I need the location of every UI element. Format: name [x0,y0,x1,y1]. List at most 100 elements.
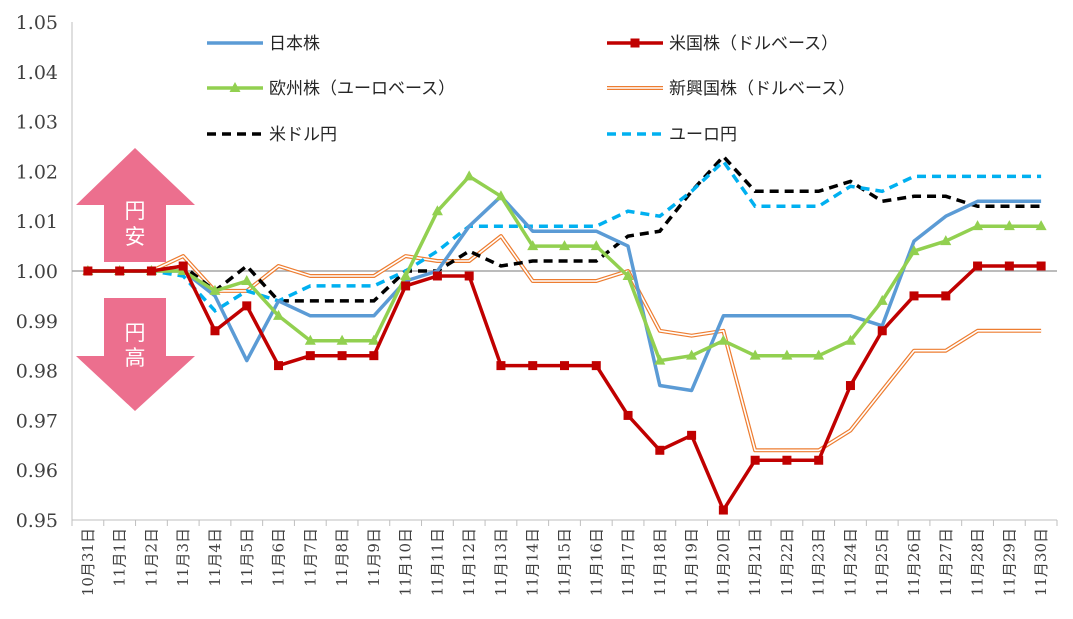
legend-label: 日本株 [269,34,320,54]
data-point-marker [495,190,507,201]
data-point-marker [877,326,887,336]
data-point-marker [590,240,602,251]
up-arrow-label-1: 円 [125,199,146,223]
data-point-marker [623,410,633,420]
data-point-marker [431,205,443,216]
x-tick-label: 11月21日 [746,528,764,596]
data-point-marker [274,361,284,371]
legend-item: 新興国株（ドルベース） [607,79,855,99]
data-point-marker [496,361,506,371]
legend-item: 欧州株（ユーロベース） [207,79,455,99]
data-point-marker [241,274,253,285]
data-point-marker [749,349,761,360]
x-tick-label: 11月26日 [905,528,923,596]
x-tick-label: 11月19日 [683,528,701,596]
x-tick-label: 11月7日 [301,528,319,587]
x-tick-label: 11月6日 [270,528,288,587]
y-tick-label: 1.01 [16,211,58,233]
data-point-marker [560,361,569,371]
x-tick-label: 11月29日 [1000,528,1018,596]
x-tick-label: 11月28日 [969,528,987,596]
y-tick-label: 1.03 [16,112,58,134]
down-arrow-label-1: 円 [125,321,146,345]
data-point-marker [718,505,728,515]
data-point-marker [750,455,760,465]
legend-label: 新興国株（ドルベース） [669,79,855,99]
y-tick-labels: 0.95 0.96 0.97 0.98 0.99 1.00 1.01 1.02 1.03 1.04… [16,12,58,532]
series-5 [87,153,1042,303]
data-point-marker [273,309,285,320]
data-point-marker [972,220,984,231]
data-point-marker [814,455,824,465]
series-line [87,264,1042,512]
series-line [87,174,1042,363]
series-line-outer [87,234,1042,453]
data-point-marker [464,271,474,281]
data-point-marker [844,334,856,345]
data-point-marker [940,235,952,246]
data-point-marker [463,170,475,181]
data-point-marker [559,240,570,251]
data-point-marker [654,354,666,365]
data-point-marker [717,334,729,345]
x-tick-label: 11月24日 [841,528,859,596]
y-tick-label: 0.99 [16,311,58,333]
data-point-marker [527,240,539,251]
x-tick-label: 11月15日 [556,528,574,596]
x-tick-labels: 10月31日 11月1日 11月2日 11月3日 11月4日 11月5日 11月6日 11月7… [79,528,1050,596]
legend: 日本株 米国株（ドルベース） 欧州株（ユーロベース） 新興国株（ドルベース） 米ドル円 ユ… [207,34,855,145]
series-2 [83,261,1046,515]
series-layer [82,153,1047,515]
down-arrow-label-2: 高 [125,346,146,370]
legend-label: 米国株（ドルベース） [669,34,838,54]
data-point-marker [432,271,442,281]
data-point-marker [591,361,601,371]
x-tick-label: 11月11日 [428,528,446,596]
data-point-marker [909,291,919,301]
data-point-marker [337,351,347,361]
x-tick-label: 11月4日 [206,528,224,587]
data-point-marker [528,361,538,371]
data-point-marker [83,266,93,276]
data-point-marker [242,301,252,311]
legend-item: ユーロ円 [607,125,737,145]
x-tick-label: 11月20日 [714,528,732,596]
x-tick-label: 11月16日 [587,528,605,596]
y-tick-label: 0.97 [16,410,58,432]
x-tick-label: 11月12日 [460,528,478,596]
x-tick-label: 11月9日 [365,528,383,587]
data-point-marker [115,266,125,276]
data-point-marker [1004,261,1014,271]
legend-marker [229,82,241,92]
data-point-marker [1036,261,1046,271]
x-tick-label: 11月18日 [651,528,669,596]
data-point-marker [369,351,379,361]
data-point-marker [336,334,348,345]
data-point-marker [941,291,951,301]
data-point-marker [655,445,665,455]
x-tick-marks [71,520,1058,526]
data-point-marker [813,349,825,360]
x-tick-label: 11月22日 [778,528,796,596]
data-point-marker [304,334,316,345]
x-tick-label: 11月23日 [810,528,828,596]
x-tick-label: 11月8日 [333,528,351,587]
data-point-marker [400,269,412,280]
data-point-marker [876,294,888,305]
yen-weak-arrow: 円 安 [76,148,195,262]
data-point-marker [622,269,634,280]
legend-label: 米ドル円 [269,125,337,145]
legend-label: 欧州株（ユーロベース） [269,79,455,99]
y-axis: 0.95 0.96 0.97 0.98 0.99 1.00 1.01 1.02 1.03 1.04… [16,12,73,532]
data-point-marker [210,326,220,336]
data-point-marker [368,334,380,345]
x-tick-label: 11月30日 [1032,528,1050,596]
x-tick-label: 11月3日 [174,528,192,587]
data-point-marker [1035,220,1047,231]
x-tick-label: 11月5日 [238,528,256,587]
x-tick-label: 11月1日 [111,528,129,587]
x-tick-label: 10月31日 [79,528,97,596]
y-tick-label: 1.00 [16,261,58,283]
series-6 [87,158,1042,314]
y-tick-label: 1.05 [16,12,58,34]
